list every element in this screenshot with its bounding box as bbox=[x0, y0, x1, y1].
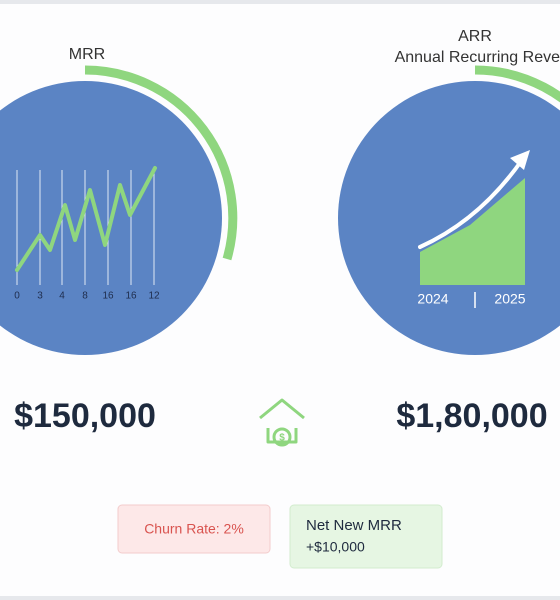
mrr-progress-arc bbox=[84, 65, 238, 261]
bottom-border bbox=[0, 596, 560, 600]
house-icon bbox=[259, 398, 305, 447]
arr-label: ARR bbox=[458, 28, 492, 45]
net-new-value: +$10,000 bbox=[306, 539, 365, 555]
arr-sublabel: Annual Recurring Reve bbox=[395, 49, 560, 66]
year-label: 2024 bbox=[417, 291, 448, 307]
net-new-label: Net New MRR bbox=[306, 517, 402, 534]
axis-label: 0 bbox=[14, 291, 20, 302]
churn-box bbox=[117, 504, 271, 554]
year-label: 2025 bbox=[494, 291, 525, 307]
dollar-sign: $ bbox=[279, 433, 285, 444]
net-new-box bbox=[289, 504, 443, 569]
axis-label: 8 bbox=[82, 291, 88, 302]
arr-growth-area bbox=[420, 178, 525, 285]
walls bbox=[266, 428, 298, 444]
mrr-axis-labels: 0 3 4 8 16 16 12 bbox=[14, 291, 160, 302]
arr-value: $1,80,000 bbox=[396, 397, 547, 435]
churn-label: Churn Rate: 2% bbox=[144, 521, 244, 537]
arr-progress-arc bbox=[474, 65, 560, 103]
arr-circle bbox=[338, 81, 560, 355]
axis-label: 12 bbox=[148, 291, 160, 302]
axis-label: 3 bbox=[37, 291, 43, 302]
arrow-head bbox=[510, 150, 530, 170]
arr-growth-arrow bbox=[418, 158, 524, 249]
mrr-trend-line bbox=[15, 166, 157, 272]
coin bbox=[272, 427, 292, 447]
top-border bbox=[0, 0, 560, 4]
axis-label: 4 bbox=[59, 291, 65, 302]
roof bbox=[259, 398, 305, 420]
mrr-label: MRR bbox=[69, 46, 105, 63]
axis-label: 16 bbox=[125, 291, 137, 302]
mrr-value: $150,000 bbox=[14, 397, 156, 435]
axis-label: 16 bbox=[102, 291, 114, 302]
